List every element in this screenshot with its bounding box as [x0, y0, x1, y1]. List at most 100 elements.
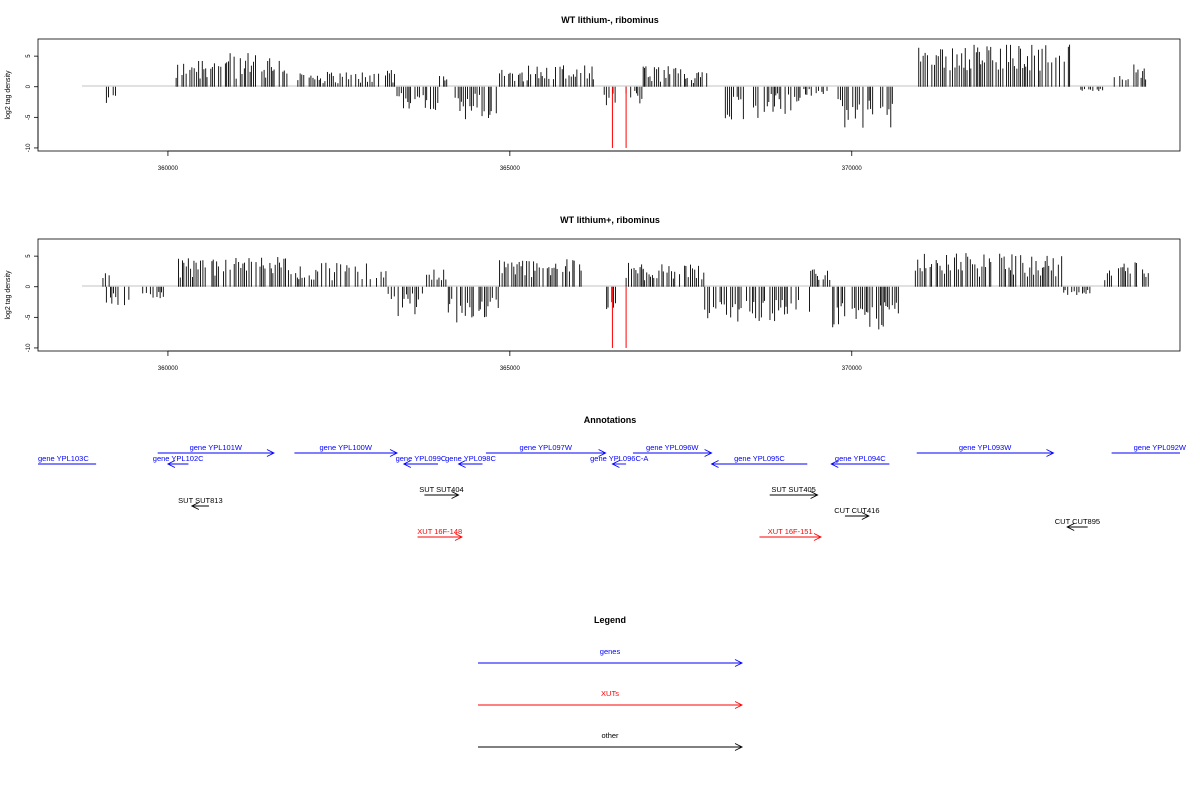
feature-arrow-head — [810, 491, 819, 499]
y-tick-label: -5 — [26, 114, 32, 120]
feature-arrow-head — [266, 449, 275, 457]
legend-item-other: other — [478, 731, 744, 751]
feature-gene-ypl092w: gene YPL092W — [1111, 443, 1187, 454]
feature-arrow-head — [1046, 449, 1055, 457]
feature-gene-ypl095c: gene YPL095C — [710, 454, 808, 468]
feature-label: CUT CUT416 — [834, 506, 879, 515]
feature-gene-ypl102c: gene YPL102C — [153, 454, 204, 468]
feature-arrow-head — [454, 533, 463, 541]
plot-title: WT lithium-, ribominus — [561, 15, 659, 25]
density-plot-lithium-plus: WT lithium+, ribominus log2 tag density … — [5, 215, 1181, 372]
feature-gene-ypl099c: gene YPL099C — [396, 454, 447, 468]
feature-label: SUT SUT404 — [419, 485, 463, 494]
y-tick-label: 5 — [26, 54, 32, 58]
x-axis: 360000 365000 370000 — [158, 150, 863, 172]
bar-group — [105, 44, 1147, 128]
x-tick-label: 370000 — [842, 166, 863, 172]
feature-gene-ypl096c-a: gene YPL096C-A — [590, 454, 648, 468]
feature-label: gene YPL097W — [520, 443, 573, 452]
feature-label: gene YPL094C — [835, 454, 886, 463]
feature-gene-ypl097w: gene YPL097W — [485, 443, 607, 457]
feature-label: gene YPL096C-A — [590, 454, 648, 463]
y-axis: -10 -5 0 5 — [26, 54, 39, 152]
feature-label: gene YPL100W — [320, 443, 373, 452]
x-tick-label: 360000 — [158, 366, 179, 372]
feature-arrow-head — [190, 502, 200, 510]
density-plot-lithium-minus: WT lithium-, ribominus log2 tag density … — [5, 15, 1181, 172]
feature-arrow-head — [830, 460, 839, 468]
feature-arrow-head — [402, 460, 412, 468]
x-tick-label: 360000 — [158, 166, 179, 172]
feature-label: gene YPL096W — [646, 443, 699, 452]
legend-label: XUTs — [601, 689, 619, 698]
highlight-bars — [611, 86, 627, 148]
feature-gene-ypl103c: gene YPL103C — [38, 454, 97, 465]
feature-arrow-head — [598, 449, 607, 457]
bar-group — [102, 253, 1149, 330]
plot-frame — [37, 238, 1181, 352]
legend-item-gene: genes — [478, 647, 744, 667]
feature-gene-ypl093w: gene YPL093W — [916, 443, 1055, 457]
feature-arrow-head — [166, 460, 176, 468]
feature-arrow-head — [611, 460, 620, 468]
y-tick-label: -10 — [26, 143, 32, 152]
feature-gene-ypl098c: gene YPL098C — [445, 454, 496, 468]
feature-label: gene YPL099C — [396, 454, 447, 463]
feature-label: gene YPL093W — [959, 443, 1012, 452]
feature-arrow-head — [457, 460, 466, 468]
legend-arrow-head — [734, 659, 744, 667]
x-tick-label: 365000 — [500, 366, 521, 372]
feature-label: gene YPL092W — [1134, 443, 1187, 452]
feature-arrow-head — [389, 449, 399, 457]
feature-gene-ypl094c: gene YPL094C — [830, 454, 890, 468]
feature-label: SUT SUT813 — [178, 496, 222, 505]
legend-title: Legend — [594, 615, 626, 625]
feature-label: gene YPL095C — [734, 454, 785, 463]
y-tick-label: -10 — [26, 343, 32, 352]
feature-label: gene YPL101W — [190, 443, 243, 452]
y-tick-label: 0 — [26, 284, 32, 288]
legend-arrow-head — [734, 743, 744, 751]
feature-cut-cut895: CUT CUT895 — [1055, 517, 1100, 531]
x-tick-label: 365000 — [500, 166, 521, 172]
feature-arrow-head — [813, 533, 822, 541]
feature-arrow-head — [710, 460, 719, 468]
legend-items: genes XUTs other — [478, 647, 744, 751]
y-axis: -10 -5 0 5 — [26, 254, 39, 352]
y-axis-label: log2 tag density — [5, 70, 12, 120]
feature-label: gene YPL098C — [445, 454, 496, 463]
feature-cut-cut416: CUT CUT416 — [834, 506, 880, 520]
feature-label: XUT 16F-151 — [768, 527, 813, 536]
feature-arrow-head — [1066, 523, 1075, 531]
legend-label: other — [601, 731, 619, 740]
feature-label: gene YPL103C — [38, 454, 89, 463]
feature-sut-sut813: SUT SUT813 — [178, 496, 223, 510]
feature-arrow-head — [861, 512, 870, 520]
legend-item-xut: XUTs — [478, 689, 744, 709]
feature-gene-ypl096w: gene YPL096W — [632, 443, 713, 457]
feature-group: gene YPL103C gene YPL102C gene YPL101W gene… — [38, 443, 1187, 541]
legend-label: genes — [600, 647, 621, 656]
feature-label: CUT CUT895 — [1055, 517, 1100, 526]
y-axis-label: log2 tag density — [5, 270, 12, 320]
legend: Legend genes XUTs other — [478, 615, 744, 751]
feature-label: SUT SUT405 — [771, 485, 815, 494]
annotations-track: Annotations gene YPL103C gene YPL102Cgene… — [38, 415, 1187, 541]
legend-arrow-head — [734, 701, 744, 709]
feature-gene-ypl100w: gene YPL100W — [294, 443, 399, 457]
feature-sut-sut405: SUT SUT405 — [769, 485, 819, 499]
feature-gene-ypl101w: gene YPL101W — [157, 443, 275, 457]
x-axis: 360000 365000 370000 — [158, 350, 863, 372]
highlight-bars — [611, 286, 627, 348]
feature-label: gene YPL102C — [153, 454, 204, 463]
feature-arrow-head — [704, 449, 713, 457]
y-tick-label: 0 — [26, 84, 32, 88]
x-tick-label: 370000 — [842, 366, 863, 372]
plot-title: WT lithium+, ribominus — [560, 215, 660, 225]
feature-xut-16f-151: XUT 16F-151 — [759, 527, 822, 541]
y-tick-label: -5 — [26, 314, 32, 320]
annotations-title: Annotations — [584, 415, 637, 425]
feature-label: XUT 16F-148 — [417, 527, 462, 536]
feature-xut-16f-148: XUT 16F-148 — [417, 527, 463, 541]
